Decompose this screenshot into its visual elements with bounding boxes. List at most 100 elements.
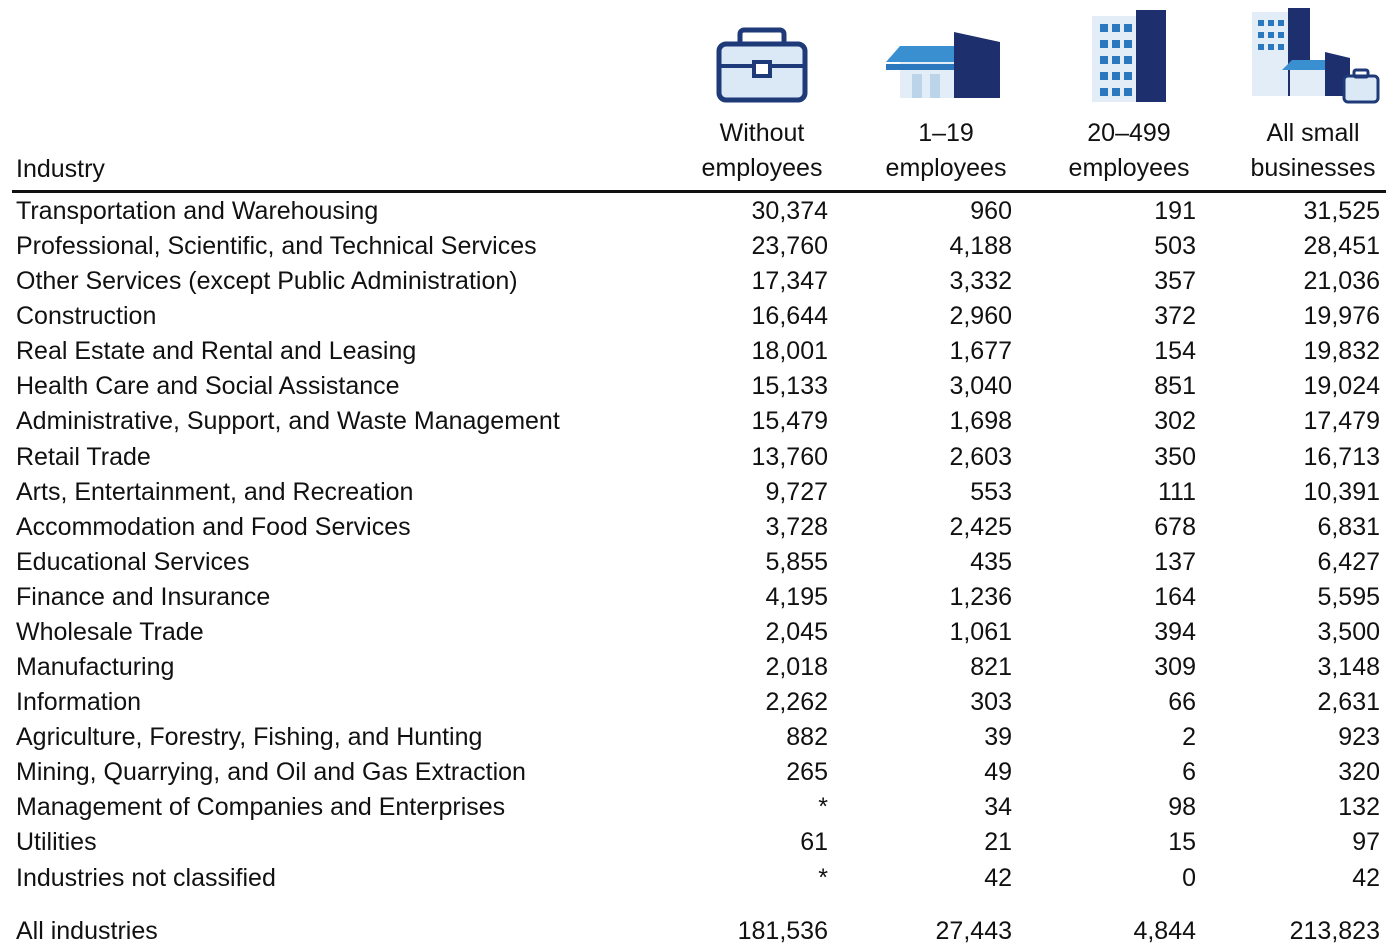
row-value: 19,024 — [1303, 372, 1380, 401]
row-value: 132 — [1338, 793, 1380, 822]
total-label: All industries — [16, 917, 158, 945]
row-label: Wholesale Trade — [16, 617, 204, 646]
row-value: 503 — [1154, 232, 1196, 261]
row-value: 6,831 — [1317, 512, 1380, 541]
row-value: 3,332 — [949, 267, 1012, 296]
header-cell: 1–19 employees — [885, 119, 1007, 182]
row-value: 372 — [1154, 302, 1196, 331]
row-value: 302 — [1154, 407, 1196, 436]
row-value: 357 — [1154, 267, 1196, 296]
row-value: 16,713 — [1303, 442, 1380, 471]
row-value: 309 — [1154, 653, 1196, 682]
row-label: Accommodation and Food Services — [16, 512, 411, 541]
row-value: 2,631 — [1317, 688, 1380, 717]
header-rule — [12, 190, 1386, 193]
header-cell: All small businesses — [1250, 119, 1376, 182]
row-value: 2,262 — [765, 688, 828, 717]
row-value: 17,479 — [1303, 407, 1380, 436]
row-value: 98 — [1168, 793, 1196, 822]
row-value: 9,727 — [765, 477, 828, 506]
briefcase-icon — [716, 27, 808, 103]
row-value: 2,603 — [949, 442, 1012, 471]
row-value: 4,195 — [765, 582, 828, 611]
row-value: 111 — [1157, 477, 1196, 506]
row-label: Utilities — [16, 828, 97, 857]
row-value: 923 — [1338, 723, 1380, 752]
row-value: * — [818, 863, 828, 892]
row-label: Professional, Scientific, and Technical … — [16, 232, 537, 261]
row-value: 3,500 — [1317, 617, 1380, 646]
row-value: 66 — [1168, 688, 1196, 717]
row-label: Educational Services — [16, 547, 250, 576]
row-value: 19,832 — [1303, 337, 1380, 366]
row-value: 15 — [1168, 828, 1196, 857]
row-value: 6,427 — [1317, 547, 1380, 576]
row-label: Management of Companies and Enterprises — [16, 793, 506, 822]
row-value: 61 — [800, 828, 828, 857]
row-label: Finance and Insurance — [16, 582, 271, 611]
row-value: 23,760 — [751, 232, 828, 261]
row-value: 851 — [1154, 372, 1196, 401]
row-value: 28,451 — [1303, 232, 1380, 261]
row-value: 1,698 — [949, 407, 1012, 436]
row-value: 553 — [970, 477, 1012, 506]
row-label: Health Care and Social Assistance — [16, 372, 400, 401]
row-value: 42 — [984, 863, 1012, 892]
total-value: 181,536 — [737, 917, 828, 945]
row-value: * — [818, 793, 828, 822]
row-value: 17,347 — [751, 267, 828, 296]
row-value: 4,188 — [949, 232, 1012, 261]
row-value: 49 — [984, 758, 1012, 787]
row-label: Agriculture, Forestry, Fishing, and Hunt… — [16, 723, 483, 752]
total-value: 4,844 — [1133, 917, 1196, 945]
row-label: Real Estate and Rental and Leasing — [16, 337, 417, 366]
row-value: 3,148 — [1317, 653, 1380, 682]
row-value: 2,045 — [765, 617, 828, 646]
row-label: Information — [16, 688, 142, 717]
row-value: 2,018 — [765, 653, 828, 682]
row-value: 19,976 — [1303, 302, 1380, 331]
row-value: 21 — [984, 828, 1012, 857]
row-value: 6 — [1182, 758, 1196, 787]
total-value: 27,443 — [935, 917, 1012, 945]
row-value: 13,760 — [751, 442, 828, 471]
row-value: 1,677 — [949, 337, 1012, 366]
row-value: 3,728 — [765, 512, 828, 541]
row-value: 15,479 — [751, 407, 828, 436]
row-label: Transportation and Warehousing — [16, 197, 379, 225]
row-label: Arts, Entertainment, and Recreation — [16, 477, 414, 506]
row-value: 5,595 — [1317, 582, 1380, 611]
row-value: 137 — [1154, 547, 1196, 576]
row-value: 3,040 — [949, 372, 1012, 401]
row-label: Manufacturing — [16, 653, 175, 682]
row-value: 31,525 — [1303, 197, 1380, 225]
header-cell: Without employees — [701, 119, 823, 182]
storefront-icon — [886, 32, 1000, 98]
row-value: 394 — [1154, 617, 1196, 646]
row-value: 10,391 — [1303, 477, 1380, 506]
row-value: 21,036 — [1303, 267, 1380, 296]
all-small-icon — [1252, 8, 1380, 104]
row-value: 18,001 — [751, 337, 828, 366]
row-value: 154 — [1154, 337, 1196, 366]
row-value: 678 — [1154, 512, 1196, 541]
row-value: 97 — [1352, 828, 1380, 857]
row-value: 821 — [970, 653, 1012, 682]
row-value: 265 — [786, 758, 828, 787]
row-value: 2 — [1182, 723, 1196, 752]
row-value: 30,374 — [751, 197, 828, 225]
row-value: 435 — [970, 547, 1012, 576]
row-value: 2,425 — [949, 512, 1012, 541]
row-value: 16,644 — [751, 302, 828, 331]
building-icon — [1092, 10, 1166, 102]
row-value: 2,960 — [949, 302, 1012, 331]
row-value: 350 — [1154, 442, 1196, 471]
row-value: 303 — [970, 688, 1012, 717]
row-value: 15,133 — [751, 372, 828, 401]
row-value: 42 — [1352, 863, 1380, 892]
row-label: Construction — [16, 302, 157, 331]
icons — [716, 8, 1380, 104]
row-label: Mining, Quarrying, and Oil and Gas Extra… — [16, 758, 526, 787]
row-value: 960 — [970, 197, 1012, 225]
